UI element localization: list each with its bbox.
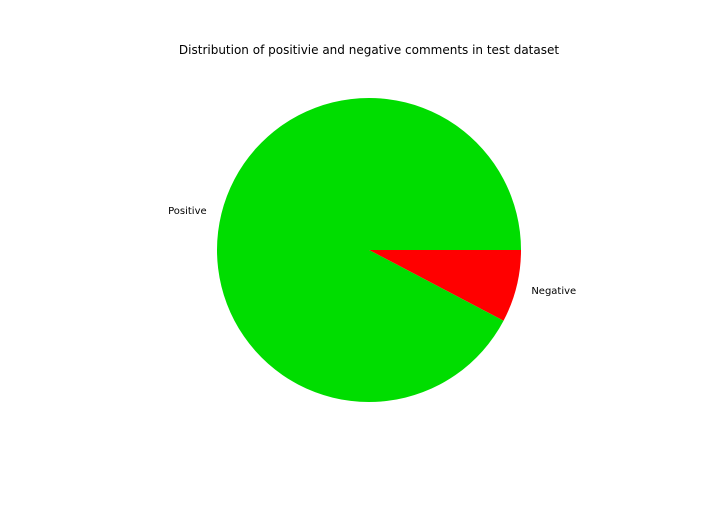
slice-label-positive: Positive bbox=[168, 206, 207, 217]
chart-title: Distribution of positivie and negative c… bbox=[179, 43, 559, 57]
pie-slice-positive bbox=[217, 98, 521, 403]
pie-slice-negative bbox=[369, 250, 521, 321]
pie-slices bbox=[217, 98, 521, 403]
pie-labels: Negative Positive bbox=[168, 206, 576, 297]
slice-label-negative: Negative bbox=[531, 286, 576, 297]
